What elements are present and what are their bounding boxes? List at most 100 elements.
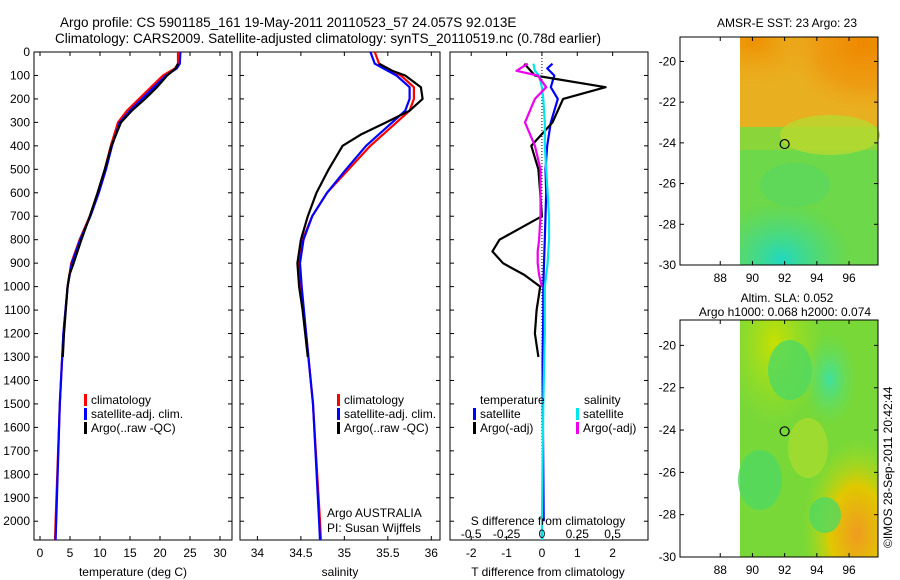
profile-line-argo-raw-qc: [61, 63, 179, 358]
y-tick-label: 1400: [3, 373, 30, 387]
legend-swatch-s-argo: [576, 422, 579, 434]
lat-tick-label: -22: [659, 95, 677, 109]
lon-tick-label: 88: [714, 271, 728, 285]
salinity-annotation-line1: Argo AUSTRALIA: [327, 506, 422, 520]
lat-tick-label: -20: [659, 54, 677, 68]
sst-lat-axis: -20 -22 -24 -26 -28 -30: [659, 54, 878, 272]
salinity-x-axis: 34 34.5 35 35.5 36: [251, 52, 439, 560]
x-tick-label: 34.5: [289, 546, 313, 560]
temperature-x-label: temperature (deg C): [79, 565, 187, 579]
x-tick-label: 25: [183, 546, 197, 560]
y-tick-label: 1900: [3, 491, 30, 505]
y-tick-label: 300: [10, 115, 30, 129]
x-tick-label: 0: [37, 546, 44, 560]
y-tick-label: 1100: [4, 303, 30, 317]
s-difference-label: S difference from climatology: [471, 514, 626, 528]
sst-field-band-yellowgreen: [780, 115, 880, 155]
lat-tick-label: -20: [659, 338, 677, 352]
legend-swatch-t-argo: [473, 422, 476, 434]
sla-map-subtitle: Argo h1000: 0.068 h2000: 0.074: [699, 305, 871, 319]
figure-title-line2: Climatology: CARS2009. Satellite-adjuste…: [55, 31, 601, 46]
s-tick-label: -0.25: [493, 527, 521, 541]
profile-line-s-satellite: [532, 63, 551, 540]
legend-swatch-satellite-adj: [84, 408, 87, 420]
salinity-profiles: [296, 51, 424, 541]
s-tick-label: 0: [539, 527, 546, 541]
salinity-annotation-line2: PI: Susan Wijffels: [327, 521, 421, 535]
depth-axis: 0 100 200 300 400 500 600 700 800 900 1000 1100 1200…: [3, 45, 30, 528]
y-tick-label: 700: [10, 209, 30, 223]
x-tick-label: 1: [574, 546, 581, 560]
y-tick-label: 1000: [3, 280, 30, 294]
temperature-axes-frame: [33, 51, 233, 541]
sla-argo-marker: [779, 426, 790, 437]
lon-tick-label: 92: [778, 563, 792, 577]
x-tick-label: 35.5: [376, 546, 400, 560]
s-difference-tick-labels: -0.5 -0.25 0 0.25 0.5: [461, 527, 621, 541]
y-tick-label: 200: [10, 92, 30, 106]
y-tick-label: 1200: [3, 327, 30, 341]
lat-tick-label: -30: [659, 258, 677, 272]
lat-tick-label: -26: [659, 465, 677, 479]
legend-swatch-t-satellite: [473, 408, 476, 420]
legend-swatch-climatology: [84, 394, 87, 406]
y-tick-label: 800: [10, 233, 30, 247]
x-tick-label: 15: [123, 546, 137, 560]
legend-label-argo: Argo(..raw -QC): [344, 421, 429, 435]
x-tick-label: 36: [425, 546, 439, 560]
salinity-axes-frame: [239, 51, 441, 541]
temperature-legend: climatology satellite-adj. clim. Argo(..…: [84, 393, 183, 435]
x-tick-label: 35: [338, 546, 352, 560]
legend-label-argo: Argo(..raw -QC): [91, 421, 176, 435]
difference-axes-frame: [449, 51, 649, 541]
y-tick-label: 0: [23, 45, 30, 59]
legend-label-t-argo: Argo(-adj): [480, 421, 533, 435]
lat-tick-label: -28: [659, 508, 677, 522]
x-tick-label: 5: [67, 546, 74, 560]
legend-label-t-satellite: satellite: [480, 407, 521, 421]
lat-tick-label: -30: [659, 550, 677, 564]
sla-field-yellowgreen-patch: [788, 418, 828, 478]
legend-label-s-satellite: satellite: [583, 407, 624, 421]
x-tick-label: 20: [153, 546, 167, 560]
lon-tick-label: 94: [810, 271, 824, 285]
difference-legend: temperature salinity satellite Argo(-adj…: [473, 393, 636, 435]
argo-position-marker: [779, 426, 790, 437]
sla-lon-axis: 88 90 92 94 96: [714, 320, 856, 577]
salinity-x-label: salinity: [322, 565, 359, 579]
lat-tick-label: -24: [659, 136, 677, 150]
legend-swatch-climatology: [337, 394, 340, 406]
figure-title-line1: Argo profile: CS 5901185_161 19-May-2011…: [60, 15, 516, 30]
sla-field-green-blob3: [809, 497, 841, 533]
legend-label-s-argo: Argo(-adj): [583, 421, 636, 435]
salinity-legend: climatology satellite-adj. clim. Argo(..…: [337, 393, 436, 435]
lat-tick-label: -22: [659, 381, 677, 395]
legend-swatch-s-satellite: [576, 408, 579, 420]
s-tick-label: -0.5: [461, 527, 482, 541]
y-tick-label: 600: [10, 186, 30, 200]
lat-tick-label: -28: [659, 217, 677, 231]
lat-tick-label: -24: [659, 423, 677, 437]
s-tick-label: 0.5: [604, 527, 621, 541]
t-difference-label: T difference from climatology: [471, 565, 625, 579]
profile-line-climatology: [53, 52, 180, 541]
x-tick-label: 2: [609, 546, 616, 560]
x-tick-label: 34: [251, 546, 265, 560]
legend-label-satellite-adj: satellite-adj. clim.: [344, 407, 436, 421]
x-tick-label: 10: [93, 546, 107, 560]
sst-map-frame: [679, 36, 879, 266]
legend-label-climatology: climatology: [91, 393, 151, 407]
legend-title-salinity: salinity: [584, 393, 621, 407]
y-tick-label: 400: [10, 139, 30, 153]
lon-tick-label: 96: [842, 271, 856, 285]
profile-line-satellite-adj-clim: [54, 51, 182, 541]
sla-map: Altim. SLA: 0.052 Argo h1000: 0.068 h200…: [659, 291, 879, 577]
y-tick-label: 900: [10, 256, 30, 270]
profile-line-t-argo-adj: [491, 62, 607, 358]
sst-argo-marker: [779, 138, 790, 150]
y-tick-label: 100: [10, 68, 30, 82]
temperature-x-axis: 0 5 10 15 20 25 30: [37, 52, 227, 560]
temperature-profiles: [53, 51, 182, 541]
legend-swatch-argo: [84, 422, 87, 434]
